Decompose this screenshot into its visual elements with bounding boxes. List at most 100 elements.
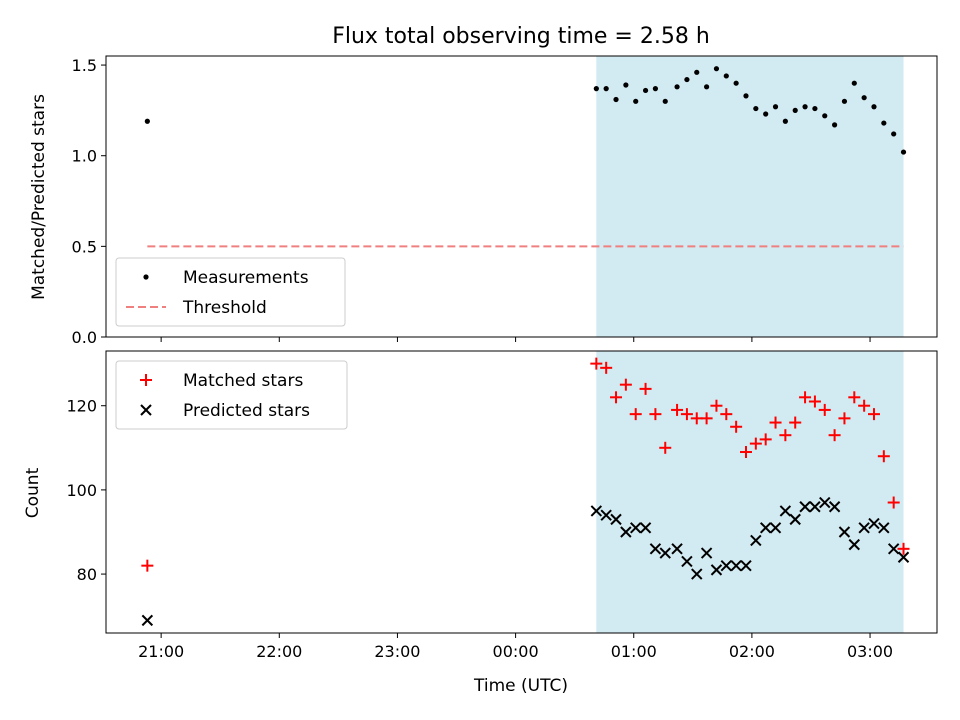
measurement-point (593, 86, 599, 92)
matched-star-point (730, 420, 743, 433)
measurement-point (772, 104, 779, 110)
top-y-tick-label: 0.5 (72, 237, 97, 256)
x-tick-label: 21:00 (138, 642, 184, 661)
legend-predicted-label: Predicted stars (183, 401, 310, 421)
matched-star-point (680, 408, 693, 421)
measurement-point (743, 93, 749, 99)
matched-star-point (619, 378, 632, 391)
predicted-star-point (809, 501, 821, 513)
legend-matched-label: Matched stars (183, 371, 303, 391)
predicted-star-point (789, 513, 801, 526)
bot-observing-span (596, 351, 904, 633)
measurement-point (652, 86, 659, 92)
matched-star-point (867, 408, 880, 421)
measurement-point (812, 105, 818, 112)
legend-measurements-marker (143, 274, 149, 280)
measurement-point (861, 95, 867, 101)
matched-star-point (887, 496, 900, 509)
predicted-star-point (897, 551, 910, 563)
chart-title: Flux total observing time = 2.58 h (332, 24, 710, 49)
predicted-star-point (878, 522, 890, 534)
matched-star-point (749, 437, 762, 450)
legend-predicted-marker (140, 404, 152, 416)
matched-star-point (769, 416, 782, 429)
top-panel-frame (105, 55, 938, 338)
measurement-point (144, 118, 150, 124)
matched-star-point (818, 403, 831, 416)
bot-y-tick-label: 80 (77, 565, 97, 584)
top-y-tick-label: 1.0 (72, 147, 97, 166)
legend-measurements-label: Measurements (183, 268, 309, 288)
x-tick-label: 02:00 (729, 642, 775, 661)
predicted-star-point (819, 496, 831, 509)
bottom-legend-box (115, 360, 348, 430)
predicted-star-point (779, 505, 792, 517)
matched-star-point (897, 542, 910, 555)
measurement-point (900, 149, 907, 155)
measurement-point (792, 107, 798, 113)
predicted-star-point (649, 543, 662, 555)
top-panel: 0.0 0.5 1.0 1.5 Matched/Predicted stars (29, 55, 938, 347)
bottom-legend: Matched stars Predicted stars (115, 360, 348, 430)
predicted-star-point (828, 501, 841, 513)
measurement-point (763, 111, 769, 117)
predicted-star-point (750, 534, 762, 547)
predicted-star-point (848, 538, 861, 551)
matched-star-point (629, 408, 642, 421)
measurement-point (642, 87, 649, 94)
measurement-point (704, 84, 710, 90)
predicted-star-point (671, 543, 683, 555)
predicted-star-point (868, 517, 880, 530)
predicted-star-point (759, 522, 772, 534)
measurement-point (662, 98, 668, 104)
matched-star-point (671, 403, 684, 416)
matched-star-point (659, 441, 672, 454)
legend-threshold-label: Threshold (182, 298, 267, 318)
predicted-star-point (630, 522, 642, 534)
predicted-star-point (769, 522, 782, 534)
matched-star-point (710, 399, 723, 412)
bot-y-tick-label: 120 (66, 397, 97, 416)
predicted-star-point (838, 526, 851, 538)
measurement-point (851, 80, 857, 86)
measurement-point (822, 113, 828, 119)
measurement-point (733, 80, 739, 86)
matched-star-point (799, 391, 812, 404)
matched-star-point (858, 399, 871, 412)
measurement-point (613, 96, 619, 103)
bottom-panel-frame (105, 350, 938, 634)
top-observing-span (596, 56, 904, 337)
measurement-point (633, 98, 639, 104)
measurement-point (782, 118, 788, 124)
top-legend: Measurements Threshold (115, 257, 346, 327)
matched-star-point (808, 395, 821, 408)
measurement-point (841, 98, 848, 104)
predicted-star-point (700, 547, 713, 559)
x-tick-label: 23:00 (374, 642, 420, 661)
top-y-tick-label: 0.0 (72, 328, 97, 347)
matched-star-point (720, 408, 733, 421)
predicted-star-point (600, 509, 612, 521)
x-tick-label: 01:00 (611, 642, 657, 661)
predicted-star-point (639, 522, 652, 534)
measurement-point (891, 131, 897, 137)
predicted-star-point (730, 559, 742, 572)
matched-star-point (739, 446, 752, 459)
x-tick-label: 00:00 (493, 642, 539, 661)
measurement-point (713, 66, 720, 72)
bot-y-tick-label: 100 (66, 481, 97, 500)
matched-star-point (610, 391, 623, 404)
predicted-star-point (681, 555, 693, 568)
matched-star-point (828, 429, 841, 442)
predicted-star-point (887, 543, 900, 555)
predicted-star-point (858, 522, 870, 534)
measurement-point (603, 86, 609, 92)
matched-star-point (789, 416, 802, 429)
measurement-point (694, 69, 700, 75)
legend-matched-marker (140, 374, 152, 386)
predicted-star-point (710, 564, 723, 576)
x-axis-label: Time (UTC) (473, 676, 568, 696)
predicted-star-point (141, 614, 154, 627)
predicted-star-point (799, 501, 811, 513)
